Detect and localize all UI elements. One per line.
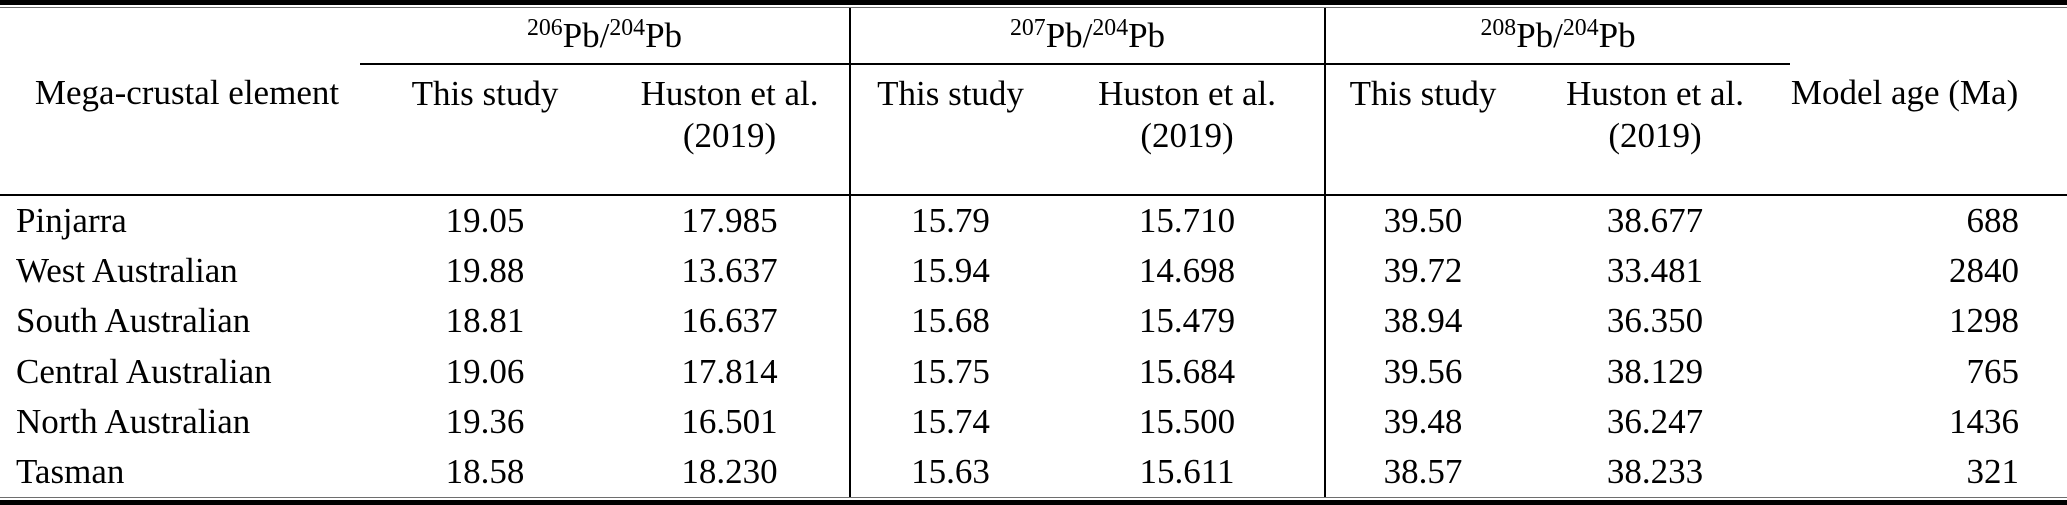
cell-207-this-study: 15.63 [849,446,1051,497]
table-row-central-australian: Central Australian 19.06 17.814 15.75 15… [0,346,2067,397]
cell-208-huston: 38.129 [1606,351,1704,391]
isotope-sup: 207 [1009,15,1046,42]
sub-header-row: Mega-crustal element This study Huston e… [0,64,2067,197]
table-row-west-australian: West Australian 19.88 13.637 15.94 14.69… [0,245,2067,296]
isotope-ratio-table: 206Pb/204Pb 207Pb/204Pb 208Pb/204Pb Mega… [0,8,2067,497]
bottom-rule-gap [0,498,2067,500]
group-header-208pb-204pb: 208Pb/204Pb [1324,8,1791,66]
cell-model-age: 1298 [1949,301,2020,341]
table-row-north-australian: North Australian 19.36 16.501 15.74 15.5… [0,396,2067,447]
isotope-base: Pb [1598,16,1636,56]
cell-208-this-study: 38.94 [1324,295,1521,347]
cell-model-age: 321 [1966,452,2020,492]
isotope-sup: 204 [1092,15,1129,42]
cell-208-huston: 36.350 [1606,301,1704,341]
cell-207-huston: 14.698 [1138,250,1236,290]
isotope-sup: 204 [1562,15,1599,42]
cell-206-this-study: 18.58 [445,452,525,492]
element-name: Tasman [16,452,125,492]
cell-208-huston: 36.247 [1606,401,1704,441]
subheader-huston-line2: (2019) [1140,116,1234,156]
isotope-base: Pb/ [1045,16,1093,56]
isotope-sup: 206 [526,15,563,42]
isotope-base: Pb/ [1516,16,1563,56]
cell-207-huston: 15.611 [1139,452,1235,492]
corner-blank [1790,8,2067,64]
subheader-huston-206: Huston et al. (2019) [610,64,851,197]
cell-207-this-study: 15.75 [849,346,1051,397]
cell-207-huston: 15.500 [1138,401,1236,441]
isotope-sup: 208 [1480,15,1517,42]
cell-207-this-study: 15.68 [849,295,1051,347]
isotope-base: Pb/ [562,16,610,56]
group-header-207pb-204pb: 207Pb/204Pb [849,8,1326,66]
cell-206-this-study: 19.88 [445,250,525,290]
cell-206-huston: 17.985 [681,201,778,241]
subheader-huston-207: Huston et al. (2019) [1050,64,1326,197]
subheader-huston-line2: (2019) [1608,116,1702,156]
element-name: South Australian [16,301,251,341]
cell-207-this-study: 15.74 [849,396,1051,447]
cell-208-this-study: 38.57 [1324,446,1521,497]
cell-model-age: 2840 [1949,250,2020,290]
top-rule-gap [0,5,2067,7]
corner-blank [0,8,360,64]
subheader-huston-line1: Huston et al. [1566,74,1744,114]
cell-207-huston: 15.684 [1138,351,1236,391]
bottom-rule-thin [0,497,2067,498]
element-name: Pinjarra [16,201,127,241]
cell-206-this-study: 19.06 [445,351,525,391]
element-name: North Australian [16,401,251,441]
isotope-base: Pb [1128,16,1166,56]
element-name: West Australian [16,250,238,290]
cell-206-this-study: 19.05 [445,201,525,241]
table-row-pinjarra: Pinjarra 19.05 17.985 15.79 15.710 39.50… [0,195,2067,246]
cell-207-huston: 15.710 [1138,201,1236,241]
subheader-huston-line1: Huston et al. [1098,74,1276,114]
group-header-206pb-204pb: 206Pb/204Pb [360,8,851,66]
cell-208-this-study: 39.56 [1324,346,1521,397]
col-header-model-age: Model age (Ma) [1790,64,2067,197]
subheader-huston-208: Huston et al. (2019) [1520,64,1791,197]
cell-207-this-study: 15.94 [849,245,1051,296]
bottom-rule-thick [0,500,2067,505]
subheader-this-study-207: This study [849,64,1051,197]
top-rule-thick [0,0,2067,5]
subheader-huston-line1: Huston et al. [640,74,819,114]
cell-208-huston: 38.233 [1606,452,1704,492]
cell-207-this-study: 15.79 [849,195,1051,246]
cell-206-huston: 17.814 [681,351,778,391]
cell-206-huston: 16.501 [681,401,778,441]
cell-model-age: 765 [1966,351,2020,391]
table-row-tasman: Tasman 18.58 18.230 15.63 15.611 38.57 3… [0,446,2067,497]
element-name: Central Australian [16,351,272,391]
cell-208-huston: 38.677 [1606,201,1704,241]
subheader-this-study-206: This study [360,64,610,197]
cell-208-huston: 33.481 [1606,250,1704,290]
isotope-sup: 204 [609,15,646,42]
cell-208-this-study: 39.48 [1324,396,1521,447]
cell-model-age: 1436 [1949,401,2020,441]
cell-206-this-study: 18.81 [445,301,525,341]
cell-206-huston: 16.637 [681,301,778,341]
cell-208-this-study: 39.50 [1324,195,1521,246]
subheader-huston-line2: (2019) [682,116,777,156]
group-header-row: 206Pb/204Pb 207Pb/204Pb 208Pb/204Pb [0,8,2067,66]
top-rule-thin [0,7,2067,8]
isotope-base: Pb [645,16,683,56]
col-header-mega-crustal-element: Mega-crustal element [0,64,360,197]
cell-208-this-study: 39.72 [1324,245,1521,296]
cell-207-huston: 15.479 [1138,301,1236,341]
cell-206-huston: 13.637 [681,250,778,290]
table-row-south-australian: South Australian 18.81 16.637 15.68 15.4… [0,295,2067,347]
cell-model-age: 688 [1966,201,2020,241]
cell-206-this-study: 19.36 [445,401,525,441]
subheader-this-study-208: This study [1324,64,1521,197]
cell-206-huston: 18.230 [681,452,778,492]
